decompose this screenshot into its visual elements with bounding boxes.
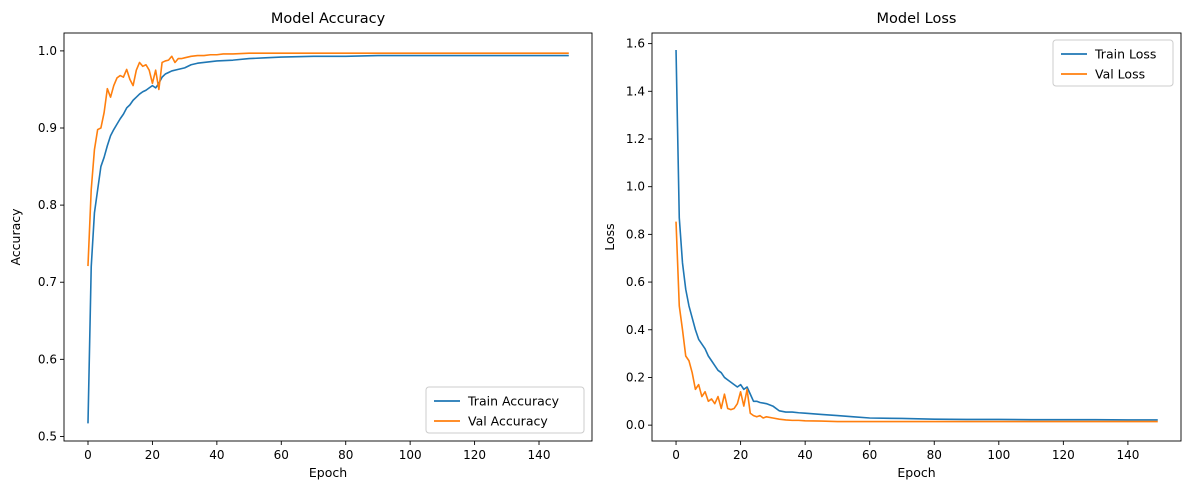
y-tick-label: 1.2 [626, 132, 645, 146]
x-tick-label: 80 [338, 448, 353, 462]
plot-frame [63, 32, 593, 442]
x-tick-label: 60 [862, 448, 877, 462]
y-axis-label: Accuracy [8, 208, 23, 266]
x-tick-label: 60 [274, 448, 289, 462]
y-tick-label: 1.0 [626, 180, 645, 194]
legend: Train Loss Val Loss [1052, 39, 1174, 87]
legend-label-train-loss: Train Loss [1094, 47, 1156, 62]
accuracy-panel: 0 20 40 60 80 100 120 140 0.5 0.6 0.7 0.8 0.9 1.0 Mode… [8, 11, 593, 480]
legend-label-val-accuracy: Val Accuracy [468, 414, 548, 429]
x-tick-label: 40 [798, 448, 813, 462]
y-tick-label: 0.6 [626, 275, 645, 289]
y-tick-label: 0.5 [38, 429, 57, 443]
y-tick-label: 0.7 [38, 275, 57, 289]
y-tick-label: 0.8 [38, 198, 57, 212]
loss-panel: 0 20 40 60 80 100 120 140 0.0 0.2 0.4 0.6 0.8 1.0 1.2 1… [602, 11, 1182, 480]
y-tick-label: 0.6 [38, 352, 57, 366]
x-tick-label: 20 [733, 448, 748, 462]
y-tick-label: 1.0 [38, 44, 57, 58]
y-tick-label: 0.8 [626, 227, 645, 241]
series-line-val-loss [675, 221, 1158, 423]
legend-box [425, 386, 585, 434]
x-tick-label: 120 [463, 448, 486, 462]
x-tick-label: 0 [84, 448, 92, 462]
x-tick-label: 0 [672, 448, 680, 462]
y-tick-label: 0.2 [626, 370, 645, 384]
legend: Train Accuracy Val Accuracy [425, 386, 585, 434]
x-tick-label: 100 [987, 448, 1010, 462]
y-tick-label: 0.4 [626, 323, 645, 337]
chart-title: Model Loss [877, 11, 957, 27]
y-tick-label: 1.6 [626, 37, 645, 51]
legend-label-val-loss: Val Loss [1095, 67, 1145, 82]
x-tick-label: 100 [399, 448, 422, 462]
x-tick-label: 20 [145, 448, 160, 462]
x-tick-label: 40 [209, 448, 224, 462]
chart-title: Model Accuracy [271, 11, 386, 27]
x-axis-label: Epoch [309, 465, 347, 480]
series-line-val-accuracy [87, 52, 569, 267]
x-tick-label: 140 [528, 448, 551, 462]
y-axis-label: Loss [602, 223, 617, 250]
x-tick-label: 80 [927, 448, 942, 462]
legend-label-train-accuracy: Train Accuracy [467, 394, 560, 409]
series-line-train-accuracy [87, 54, 569, 424]
y-tick-label: 0.0 [626, 418, 645, 432]
y-tick-label: 0.9 [38, 121, 57, 135]
y-tick-label: 1.4 [626, 84, 645, 98]
x-axis-label: Epoch [897, 465, 935, 480]
plot-frame [651, 32, 1182, 442]
series-line-train-loss [675, 49, 1158, 421]
x-tick-label: 120 [1052, 448, 1075, 462]
x-tick-label: 140 [1116, 448, 1139, 462]
